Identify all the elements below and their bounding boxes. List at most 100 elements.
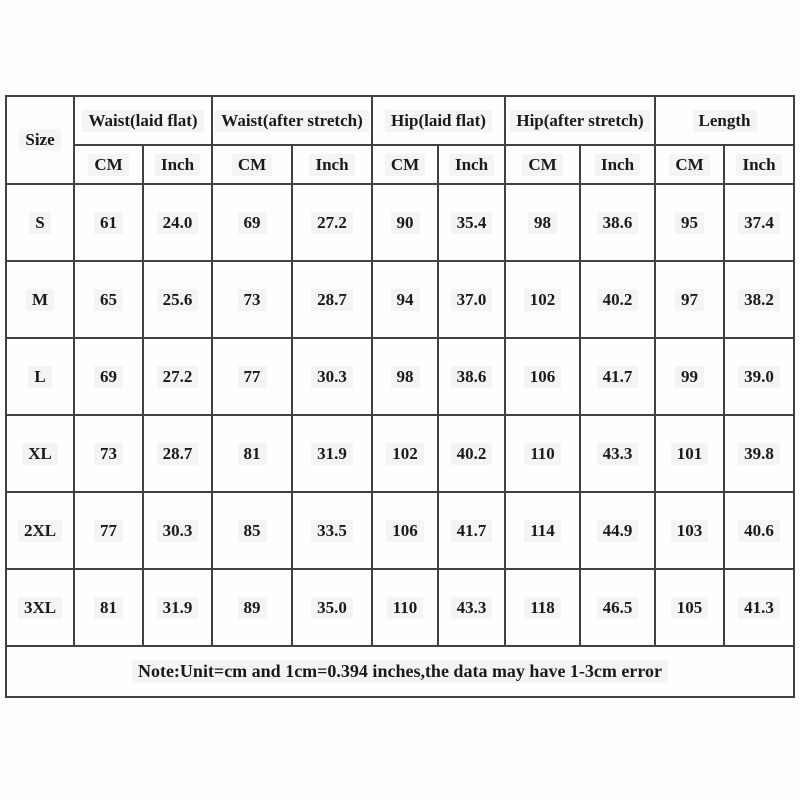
value-label: 25.6 (156, 288, 199, 311)
value-label: 40.2 (450, 442, 493, 465)
value-cell: 27.2 (142, 337, 213, 416)
value-label: 40.2 (596, 288, 639, 311)
value-label: 102 (386, 442, 424, 465)
subheader-cm: CM (211, 144, 293, 185)
size-cell: M (5, 260, 75, 339)
value-label: 40.6 (738, 519, 780, 542)
value-label: 61 (94, 211, 123, 234)
value-label: 30.3 (156, 519, 199, 542)
size-label: XL (22, 442, 58, 465)
value-label: 73 (94, 442, 123, 465)
value-label: 30.3 (311, 365, 353, 388)
value-label: 27.2 (156, 365, 199, 388)
group-header-waist-laid-flat: Waist(laid flat) (73, 95, 213, 146)
value-label: 31.9 (311, 442, 353, 465)
group-header-waist-after-stretch: Waist(after stretch) (211, 95, 373, 146)
subheader-cm: CM (371, 144, 439, 185)
value-cell: 89 (211, 568, 293, 647)
value-label: 37.0 (450, 288, 493, 311)
value-cell: 102 (371, 414, 439, 493)
value-label: 85 (237, 519, 267, 542)
value-cell: 94 (371, 260, 439, 339)
subheader-cm: CM (504, 144, 582, 185)
value-cell: 98 (504, 183, 582, 262)
value-label: 106 (523, 365, 562, 388)
subheader-label: Inch (309, 153, 355, 176)
value-label: 98 (528, 211, 558, 234)
value-cell: 99 (654, 337, 726, 416)
value-cell: 44.9 (579, 491, 657, 570)
note-cell: Note:Unit=cm and 1cm=0.394 inches,the da… (4, 645, 796, 698)
group-header-label: Hip(laid flat) (385, 109, 492, 132)
value-cell: 118 (504, 568, 582, 647)
value-cell: 41.7 (436, 491, 507, 570)
value-label: 41.7 (596, 365, 639, 388)
value-cell: 81 (73, 568, 144, 647)
value-cell: 106 (504, 337, 582, 416)
value-label: 101 (670, 442, 709, 465)
subheader-inch: Inch (291, 144, 373, 185)
value-cell: 33.5 (291, 491, 373, 570)
value-label: 44.9 (596, 519, 639, 542)
subheader-inch: Inch (579, 144, 657, 185)
value-cell: 40.2 (436, 414, 507, 493)
value-label: 98 (390, 365, 420, 388)
value-label: 77 (237, 365, 267, 388)
value-cell: 95 (654, 183, 726, 262)
value-label: 35.4 (450, 211, 493, 234)
value-label: 28.7 (156, 442, 199, 465)
value-cell: 85 (211, 491, 293, 570)
value-label: 38.2 (738, 288, 780, 311)
value-label: 105 (670, 596, 709, 619)
value-label: 31.9 (156, 596, 199, 619)
value-cell: 41.3 (723, 568, 796, 647)
subheader-label: CM (231, 153, 273, 176)
value-cell: 37.0 (436, 260, 507, 339)
value-cell: 43.3 (436, 568, 507, 647)
value-label: 37.4 (738, 211, 780, 234)
value-cell: 77 (73, 491, 144, 570)
size-label: 3XL (17, 596, 63, 619)
value-label: 39.8 (738, 442, 780, 465)
value-label: 69 (94, 365, 123, 388)
value-cell: 77 (211, 337, 293, 416)
group-header-label: Waist(after stretch) (215, 109, 369, 132)
value-label: 24.0 (156, 211, 199, 234)
value-label: 110 (386, 596, 424, 619)
value-label: 97 (675, 288, 705, 311)
value-cell: 110 (371, 568, 439, 647)
value-cell: 28.7 (291, 260, 373, 339)
value-label: 38.6 (596, 211, 639, 234)
subheader-label: CM (522, 153, 563, 176)
value-cell: 37.4 (723, 183, 796, 262)
value-cell: 97 (654, 260, 726, 339)
value-cell: 102 (504, 260, 582, 339)
size-cell: 2XL (5, 491, 75, 570)
value-label: 73 (237, 288, 267, 311)
value-label: 27.2 (311, 211, 353, 234)
value-cell: 39.0 (723, 337, 796, 416)
table-row: L 69 27.2 77 30.3 98 38.6 106 41.7 99 39.0 (5, 337, 796, 416)
size-label: L (28, 365, 52, 388)
group-header-row: Size Waist(laid flat) Waist(after stretc… (5, 95, 796, 185)
subheader-label: Inch (154, 153, 201, 176)
value-cell: 31.9 (291, 414, 373, 493)
value-label: 69 (237, 211, 267, 234)
value-label: 33.5 (311, 519, 353, 542)
value-label: 102 (523, 288, 562, 311)
value-cell: 73 (73, 414, 144, 493)
group-header-label: Length (692, 109, 757, 132)
value-label: 28.7 (311, 288, 353, 311)
subheader-label: Inch (448, 153, 495, 176)
value-label: 77 (94, 519, 123, 542)
size-cell: L (5, 337, 75, 416)
value-cell: 40.2 (579, 260, 657, 339)
size-cell: 3XL (5, 568, 75, 647)
value-cell: 101 (654, 414, 726, 493)
value-label: 81 (94, 596, 123, 619)
value-cell: 30.3 (291, 337, 373, 416)
value-label: 103 (670, 519, 709, 542)
size-label: M (25, 288, 55, 311)
value-cell: 35.0 (291, 568, 373, 647)
value-cell: 31.9 (142, 568, 213, 647)
